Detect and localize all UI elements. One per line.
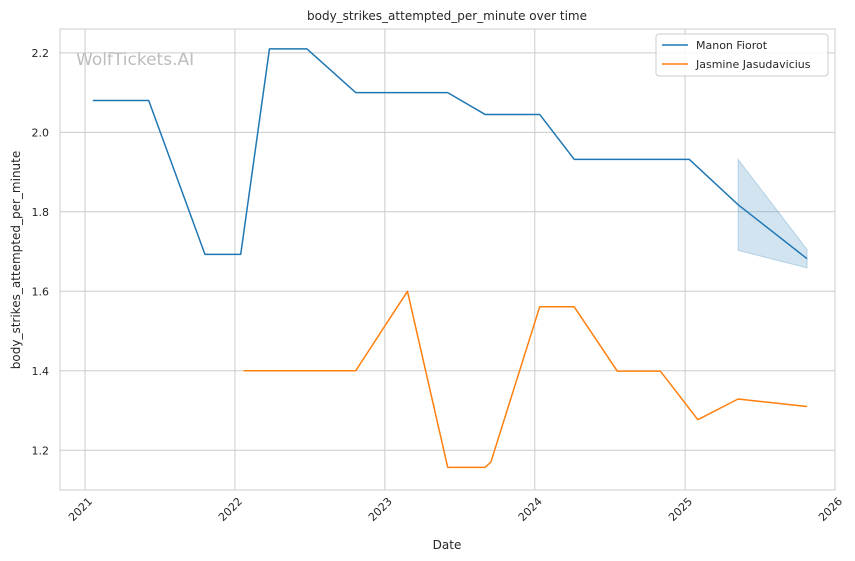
y-tick-label: 2.2 — [32, 47, 50, 60]
y-tick-label: 1.4 — [32, 365, 50, 378]
grid — [60, 29, 836, 490]
y-tick-label: 1.2 — [32, 444, 50, 457]
y-tick-label: 1.8 — [32, 206, 50, 219]
legend-box — [655, 33, 829, 77]
series-line-jasmine-jasudavicius — [243, 290, 808, 469]
legend-label-manon-fiorot: Manon Fiorot — [696, 39, 768, 52]
confidence-band-manon-fiorot — [737, 157, 808, 269]
y-tick-label: 2.0 — [32, 126, 50, 139]
x-axis-label: Date — [433, 538, 462, 552]
watermark: WolfTickets.AI — [76, 50, 194, 70]
y-tick-label: 1.6 — [32, 285, 50, 298]
legend-label-jasmine-jasudavicius: Jasmine Jasudavicius — [695, 58, 811, 71]
y-axis-label: body_strikes_attempted_per_minute — [9, 151, 23, 369]
series-line-manon-fiorot — [92, 48, 808, 260]
legend: Manon Fiorot Jasmine Jasudavicius — [655, 33, 829, 77]
confidence-band-layer — [737, 157, 808, 269]
chart-title: body_strikes_attempted_per_minute over t… — [307, 9, 587, 23]
y-axis: 1.2 1.4 1.6 1.8 2.0 2.2 — [32, 47, 50, 457]
plot-area — [59, 28, 836, 491]
series-lines — [92, 48, 808, 469]
